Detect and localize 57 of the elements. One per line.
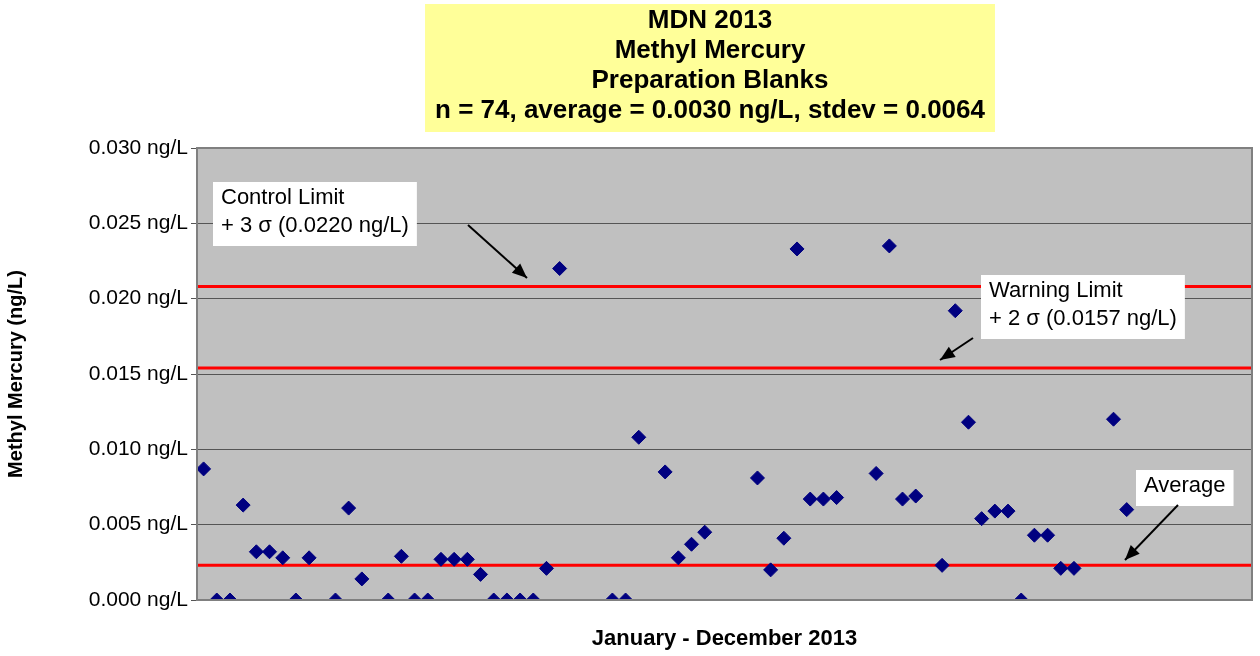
point [197,461,212,477]
point [393,548,409,564]
y-axis-title: Methyl Mercury (ng/L) [3,270,26,478]
ref-line-label: Average [1144,472,1226,498]
point [1000,503,1016,519]
chart-title: MDN 2013 Methyl Mercury Preparation Blanks [591,4,829,95]
y-tick-label: 0.030 ng/L [88,134,188,158]
point [908,488,924,504]
point [895,491,911,507]
point [974,511,990,527]
y-tick-label: 0.010 ng/L [88,436,188,460]
point [789,241,805,257]
point [1066,560,1082,576]
point [459,551,475,567]
point [275,550,291,566]
point [1053,560,1069,576]
point [934,557,950,573]
point [473,566,489,582]
y-tick-label: 0.015 ng/L [88,360,188,384]
y-tick-label: 0.025 ng/L [88,210,188,234]
y-tick-label: 0.020 ng/L [88,285,188,309]
point [1119,502,1135,518]
point [1040,527,1056,543]
point [631,429,647,445]
point [868,465,884,481]
point [960,414,976,430]
point [538,560,554,576]
y-tick-label: 0.000 ng/L [88,586,188,610]
point [763,562,779,578]
point [947,303,963,319]
point [776,530,792,546]
point [552,261,568,277]
point [341,500,357,516]
point [235,497,251,513]
point [354,571,370,587]
x-axis-title: January - December 2013 [591,624,858,650]
point [829,490,845,506]
point [684,536,700,552]
point [881,238,897,254]
point [802,491,818,507]
point [433,551,449,567]
point [446,551,462,567]
point [657,464,673,480]
point [987,503,1003,519]
y-tick-label: 0.005 ng/L [88,511,188,535]
chart-subtitle: n = 74, average = 0.0030 ng/L, stdev = 0.0064 [435,94,986,125]
ref-line-label: Control Limit + 3 σ (0.0220 ng/L) [221,184,409,238]
point [1026,527,1042,543]
point [749,470,765,486]
point [262,544,278,560]
point [670,550,686,566]
ref-line-label: Warning Limit + 2 σ (0.0157 ng/L) [989,277,1177,331]
point [248,544,264,560]
point [1106,411,1122,427]
point [815,491,831,507]
point [697,524,713,540]
point [301,550,317,566]
